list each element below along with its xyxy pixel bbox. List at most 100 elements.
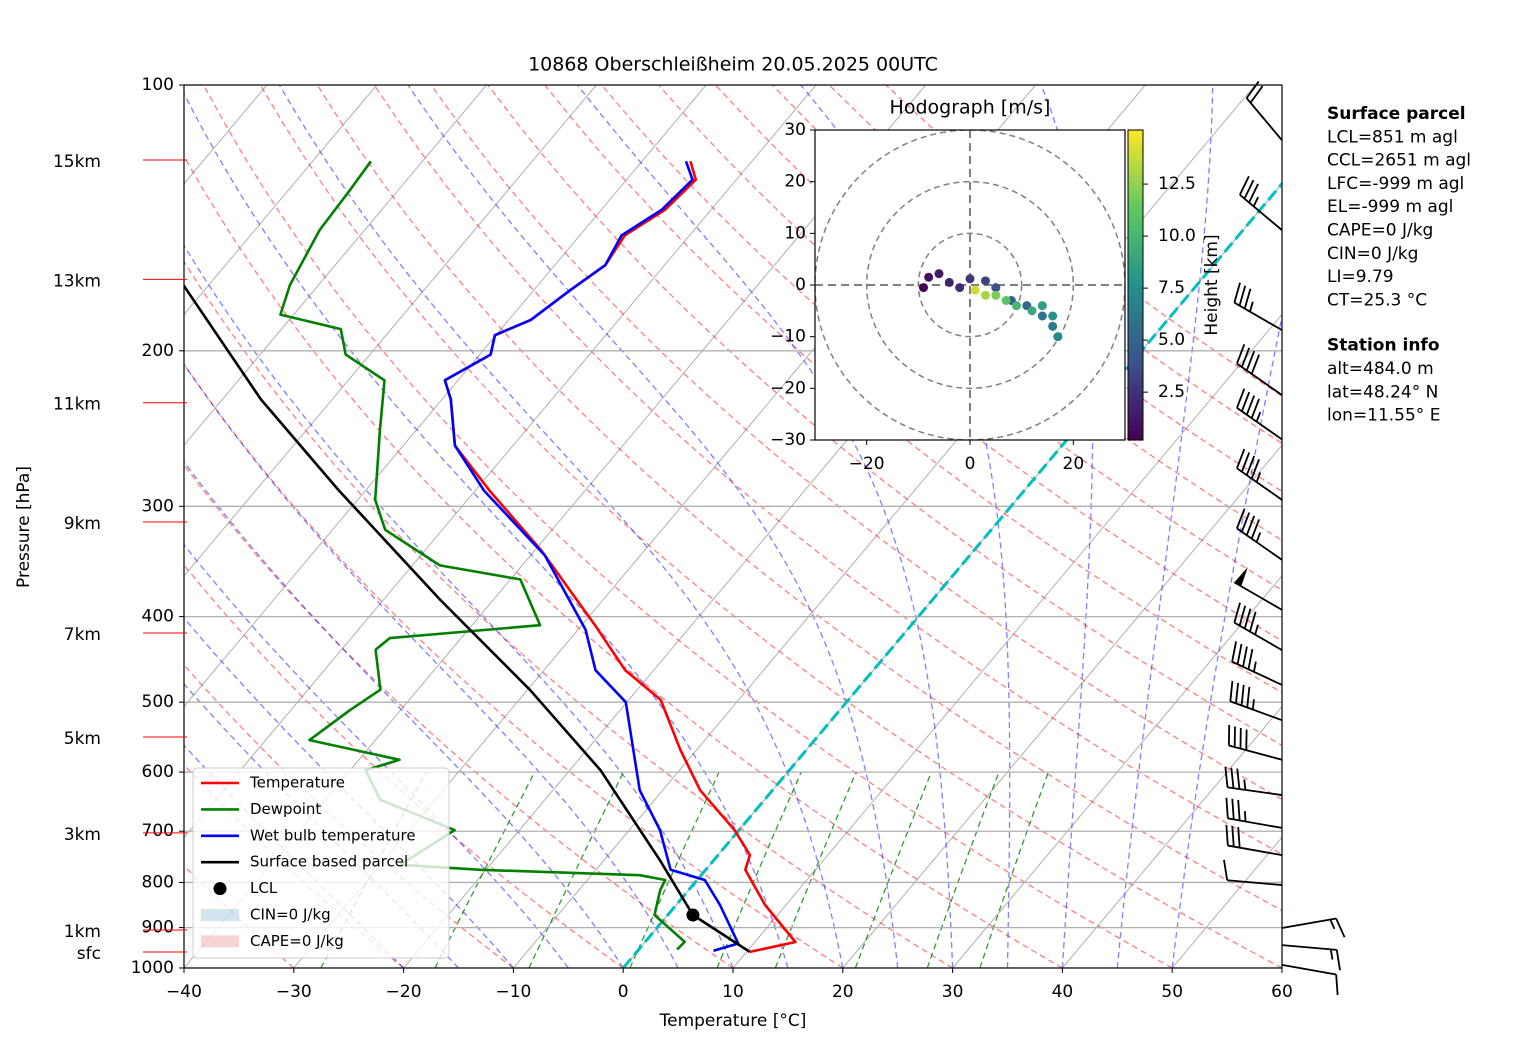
colorbar-cell bbox=[1128, 210, 1143, 216]
wind-barb bbox=[1236, 448, 1283, 501]
info-line: EL=-999 m agl bbox=[1327, 197, 1453, 217]
info-line: LCL=851 m agl bbox=[1327, 127, 1458, 147]
info-line: lon=11.55° E bbox=[1327, 406, 1440, 426]
barb-staff bbox=[1227, 879, 1283, 886]
colorbar-cell bbox=[1128, 365, 1143, 371]
barb-feather bbox=[1241, 512, 1251, 533]
y-tick-label: −10 bbox=[770, 327, 806, 347]
colorbar-cell bbox=[1128, 370, 1143, 376]
barb-feather bbox=[1248, 183, 1259, 203]
colorbar-cell bbox=[1128, 275, 1143, 281]
legend-label: CIN=0 J/kg bbox=[250, 906, 331, 924]
barb-feather bbox=[1236, 643, 1243, 665]
legend-label: Temperature bbox=[249, 774, 345, 792]
height-label: 11km bbox=[53, 395, 101, 415]
moist-adiabat bbox=[278, 85, 844, 968]
y-tick-label: −20 bbox=[770, 378, 806, 398]
info-line: CIN=0 J/kg bbox=[1327, 244, 1418, 264]
hodograph-point bbox=[970, 285, 980, 295]
barb-feather bbox=[1229, 680, 1234, 702]
colorbar-tick-label: 12.5 bbox=[1158, 174, 1196, 194]
barb-feather bbox=[1231, 641, 1237, 662]
isotherm bbox=[732, 313, 1282, 968]
colorbar-cell bbox=[1128, 215, 1143, 221]
barb-feather bbox=[1243, 288, 1252, 309]
dry-adiabat bbox=[316, 85, 1282, 912]
barb-staff bbox=[1230, 700, 1283, 722]
colorbar-cell bbox=[1128, 355, 1143, 361]
y-tick-label: 100 bbox=[142, 75, 174, 95]
colorbar-cell bbox=[1128, 190, 1143, 196]
barb-staff bbox=[1227, 844, 1283, 857]
colorbar-cell bbox=[1128, 255, 1143, 261]
isotherm bbox=[184, 85, 707, 708]
hodograph-plot bbox=[815, 130, 1125, 440]
colorbar-cell bbox=[1128, 305, 1143, 311]
colorbar-cell bbox=[1128, 290, 1143, 296]
barb-feather bbox=[1238, 605, 1247, 626]
profile-line bbox=[184, 284, 751, 953]
isotherm bbox=[842, 444, 1282, 968]
legend: Temperature Dewpoint Wet bulb temperature S… bbox=[192, 767, 450, 959]
colorbar-tick-label: 2.5 bbox=[1158, 382, 1185, 402]
barb-feather bbox=[1245, 395, 1255, 416]
x-axis-label: Temperature [°C] bbox=[659, 1011, 807, 1031]
colorbar-cell bbox=[1128, 375, 1143, 381]
dry-adiabat bbox=[184, 154, 1063, 968]
height-label: 1km bbox=[64, 922, 101, 942]
colorbar-cell bbox=[1128, 350, 1143, 356]
barb-feather bbox=[1243, 179, 1255, 200]
colorbar-cell bbox=[1128, 280, 1143, 286]
info-line: CCL=2651 m agl bbox=[1327, 151, 1471, 171]
legend-swatch bbox=[201, 909, 239, 921]
barb-feather bbox=[1250, 459, 1260, 479]
legend-swatch bbox=[201, 935, 239, 948]
plot-frame bbox=[183, 84, 1283, 969]
hodograph-point bbox=[944, 277, 954, 287]
legend-swatch bbox=[213, 882, 227, 896]
x-tick-label: 10 bbox=[722, 982, 744, 1002]
colorbar-cell bbox=[1128, 260, 1143, 266]
height-label: 3km bbox=[64, 825, 101, 845]
y-axis-label: Pressure [hPa] bbox=[14, 466, 34, 588]
moist-adiabat bbox=[184, 682, 459, 968]
x-tick-label: 0 bbox=[965, 454, 976, 474]
wind-barb bbox=[1281, 917, 1346, 938]
dry-adiabat bbox=[828, 85, 1282, 445]
x-tick-label: 60 bbox=[1271, 982, 1293, 1002]
barb-feather bbox=[1237, 799, 1241, 821]
barb-staff bbox=[1231, 660, 1283, 686]
wind-barb bbox=[1229, 680, 1283, 722]
barb-staff bbox=[1281, 944, 1337, 951]
wind-barb bbox=[1281, 944, 1341, 971]
y-tick-label: 800 bbox=[142, 872, 174, 892]
hodograph-ring bbox=[865, 180, 1075, 390]
wind-barb bbox=[1233, 282, 1283, 331]
height-label: 9km bbox=[64, 514, 101, 534]
info-line: CAPE=0 J/kg bbox=[1327, 221, 1433, 241]
x-tick-label: −40 bbox=[166, 982, 202, 1002]
barb-feather bbox=[1241, 391, 1251, 412]
hodograph-point bbox=[991, 283, 1001, 293]
colorbar-cell bbox=[1128, 315, 1143, 321]
y-tick-label: 20 bbox=[784, 172, 806, 192]
colorbar-cell bbox=[1128, 330, 1143, 336]
wind-barb bbox=[1239, 175, 1283, 231]
barb-feather bbox=[1251, 699, 1255, 710]
moist-adiabat bbox=[184, 543, 569, 968]
barb-feather bbox=[1237, 827, 1241, 848]
colorbar-cell bbox=[1128, 420, 1143, 426]
wind-barb bbox=[1225, 824, 1283, 857]
colorbar-cell bbox=[1128, 395, 1143, 401]
barb-feather bbox=[1230, 767, 1235, 789]
wind-barb bbox=[1236, 508, 1283, 561]
colorbar-cell bbox=[1128, 160, 1143, 166]
hodograph-point bbox=[1001, 296, 1011, 305]
moist-adiabat bbox=[576, 85, 954, 968]
barb-feather bbox=[1236, 768, 1241, 790]
barb-staff bbox=[1227, 817, 1283, 829]
moist-adiabat bbox=[184, 460, 624, 968]
hodograph-point bbox=[1037, 311, 1047, 321]
colorbar-cell bbox=[1128, 400, 1143, 406]
colorbar-tick-label: 7.5 bbox=[1158, 278, 1185, 298]
